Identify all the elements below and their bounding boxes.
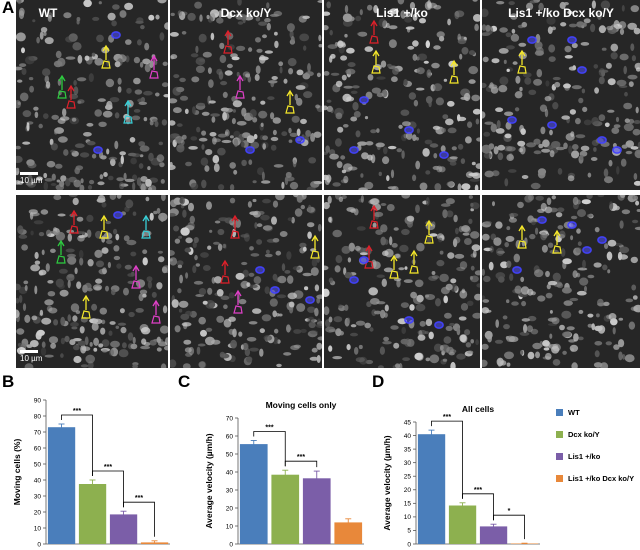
- significance-bracket: [123, 501, 155, 537]
- bar-dcx-ko-y: [271, 474, 300, 544]
- micrograph-dcx-top: [170, 0, 322, 190]
- significance-bracket: [431, 420, 463, 499]
- scale-bar-label: 10 µm: [20, 176, 43, 185]
- column-label-dcx: Dcx ko/Y: [220, 6, 272, 20]
- micrograph-dcx-bottom: [170, 195, 322, 368]
- bar-wt: [417, 434, 446, 544]
- y-tick-label: 0: [407, 541, 411, 548]
- y-tick-label: 10: [34, 525, 42, 532]
- significance-label: ***: [297, 454, 305, 461]
- y-tick-label: 20: [404, 487, 412, 494]
- significance-label: ***: [73, 408, 81, 415]
- y-tick-label: 20: [34, 509, 42, 516]
- y-tick-label: 30: [34, 493, 42, 500]
- micrograph-grid: WT Dcx ko/Y Lis1 +/ko Lis1 +/ko Dcx ko/Y…: [16, 0, 640, 368]
- legend-swatch: [556, 474, 563, 482]
- y-tick-label: 60: [34, 445, 42, 452]
- y-tick-label: 30: [404, 460, 412, 467]
- significance-label: ***: [474, 487, 482, 494]
- micrograph-lis1-bottom: [324, 195, 480, 368]
- micrograph-lis1-top: [324, 0, 480, 190]
- y-tick-label: 40: [226, 469, 234, 476]
- y-tick-label: 25: [404, 474, 412, 481]
- chart-velocity-all: All cells Average velocity (µm/h) 0 5 10 15 20…: [382, 404, 540, 548]
- y-tick-label: 10: [404, 514, 412, 521]
- y-tick-label: 90: [34, 397, 42, 404]
- y-tick-label: 5: [407, 528, 411, 535]
- y-tick-label: 35: [404, 446, 412, 453]
- y-axis-label: Average velocity (µm/h): [204, 433, 214, 528]
- y-tick-label: 0: [37, 541, 41, 548]
- y-axis-label: Average velocity (µm/h): [382, 435, 392, 530]
- bar-lis1-ko-dcx-ko-y: [334, 522, 363, 544]
- y-tick-label: 40: [34, 477, 42, 484]
- legend: WT Dcx ko/Y Lis1 +/ko Lis1 +/ko Dcx ko/Y: [556, 404, 640, 492]
- column-label-lis1: Lis1 +/ko: [376, 6, 428, 20]
- legend-label: Lis1 +/ko: [568, 451, 601, 461]
- y-axis-label: Moving cells (%): [12, 439, 22, 506]
- scale-bar-bottom: 10 µm: [20, 350, 42, 363]
- bar-wt: [239, 444, 268, 544]
- micrograph-wt-top: [16, 0, 168, 190]
- legend-item-double: Lis1 +/ko Dcx ko/Y: [556, 470, 640, 486]
- bar-dcx-ko-y: [78, 484, 107, 544]
- y-tick-label: 45: [404, 419, 412, 426]
- column-label-double: Lis1 +/ko Dcx ko/Y: [508, 6, 614, 20]
- significance-bracket: [493, 514, 525, 540]
- bar-lis1-ko: [109, 514, 138, 544]
- legend-swatch: [556, 408, 563, 416]
- bar-lis1-ko-dcx-ko-y: [510, 543, 539, 544]
- legend-swatch: [556, 452, 563, 460]
- panel-letter-b: B: [2, 372, 15, 391]
- scale-bar-top: 10 µm: [20, 172, 42, 185]
- significance-bracket: [284, 460, 318, 468]
- y-tick-label: 15: [404, 501, 412, 508]
- chart-title: Moving cells only: [266, 400, 337, 410]
- bar-lis1-ko: [479, 526, 508, 544]
- micrograph-double-bottom: [482, 195, 640, 368]
- significance-label: ***: [265, 425, 273, 432]
- legend-item-wt: WT: [556, 404, 640, 420]
- significance-label: *: [508, 508, 511, 515]
- significance-bracket: [253, 431, 286, 467]
- chart-moving-cells: Moving cells (%) 0 10 20 30 40 50 60 70 80 90 *** **…: [12, 397, 170, 548]
- chart-velocity-moving: Moving cells only Average velocity (µm/h)…: [204, 400, 364, 548]
- y-tick-label: 30: [226, 487, 234, 494]
- bar-wt: [47, 427, 76, 544]
- y-tick-label: 80: [34, 413, 42, 420]
- y-tick-label: 70: [34, 429, 42, 436]
- significance-label: ***: [443, 414, 451, 421]
- y-tick-label: 60: [226, 433, 234, 440]
- legend-label: Lis1 +/ko Dcx ko/Y: [568, 473, 635, 483]
- y-tick-label: 0: [229, 541, 233, 548]
- significance-bracket: [92, 470, 124, 508]
- y-tick-label: 40: [404, 433, 412, 440]
- legend-item-lis1: Lis1 +/ko: [556, 448, 640, 464]
- bar-dcx-ko-y: [448, 505, 477, 544]
- y-tick-label: 70: [226, 415, 234, 422]
- legend-item-dcx: Dcx ko/Y: [556, 426, 640, 442]
- micrograph-double-top: [482, 0, 640, 190]
- legend-swatch: [556, 430, 563, 438]
- micrograph-wt-bottom: [16, 195, 168, 368]
- y-tick-label: 10: [226, 523, 234, 530]
- legend-label: Dcx ko/Y: [568, 429, 600, 439]
- legend-label: WT: [568, 407, 580, 417]
- panel-letter-c: C: [178, 372, 191, 391]
- panel-letter-a: A: [2, 0, 15, 17]
- significance-bracket: [462, 493, 494, 521]
- panel-letter-d: D: [372, 372, 385, 391]
- bar-lis1-ko: [302, 478, 331, 544]
- column-label-wt: WT: [38, 6, 58, 20]
- scale-bar-label: 10 µm: [20, 354, 43, 363]
- chart-title: All cells: [462, 404, 494, 414]
- significance-bracket: [61, 414, 93, 476]
- y-tick-label: 20: [226, 505, 234, 512]
- y-tick-label: 50: [34, 461, 42, 468]
- y-tick-label: 50: [226, 451, 234, 458]
- significance-label: ***: [104, 464, 112, 471]
- significance-label: ***: [135, 495, 143, 502]
